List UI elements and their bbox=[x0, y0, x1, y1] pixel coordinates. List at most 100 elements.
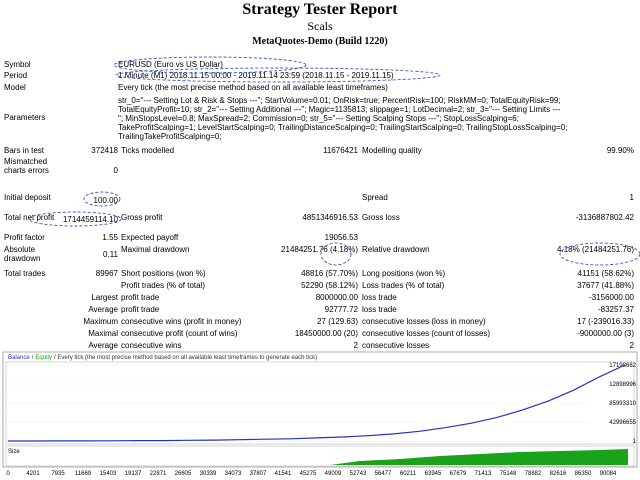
row-label: Parameters bbox=[4, 113, 46, 122]
row-label: consecutive losses (loss in money) bbox=[362, 317, 486, 326]
row-value: 99.90% bbox=[606, 146, 634, 155]
y-tick-label: 12898996 bbox=[609, 382, 636, 388]
x-tick-label: 86350 bbox=[575, 471, 592, 477]
row-value: 92777.72 bbox=[324, 305, 358, 314]
row-value: 89967 bbox=[95, 269, 118, 278]
row-value: -83257.37 bbox=[597, 305, 634, 314]
row-label: Absolute drawdown bbox=[4, 245, 41, 263]
row-label: Initial deposit bbox=[4, 193, 51, 202]
row-label: Gross profit bbox=[121, 213, 163, 222]
row-value: 0.11 bbox=[103, 250, 118, 259]
row-text: 1 Minute (M1) 2018.11.15 00:00 - 2019.11… bbox=[118, 71, 394, 80]
x-tick-label: 49009 bbox=[325, 471, 342, 477]
row-text: EURUSD (Euro vs US Dollar) bbox=[118, 60, 223, 69]
x-tick-label: 7935 bbox=[51, 471, 65, 477]
x-tick-label: 26605 bbox=[175, 471, 192, 477]
row-label: Profit trades (% of total) bbox=[121, 281, 206, 290]
row-value: -3156000.00 bbox=[589, 293, 634, 302]
row-label: Expected payoff bbox=[121, 233, 179, 242]
x-tick-label: 15403 bbox=[100, 471, 117, 477]
x-tick-label: 90084 bbox=[600, 471, 617, 477]
x-tick-label: 75148 bbox=[500, 471, 517, 477]
row-value: 372418 bbox=[91, 146, 118, 155]
legend-item: Equity bbox=[35, 355, 52, 361]
x-tick-label: 4201 bbox=[26, 471, 40, 477]
row-value: 2 bbox=[353, 341, 358, 350]
row-label: Profit factor bbox=[4, 233, 45, 242]
x-tick-label: 34073 bbox=[225, 471, 242, 477]
row-label: Period bbox=[4, 71, 28, 80]
legend-item: / bbox=[32, 355, 34, 361]
x-tick-label: 41541 bbox=[275, 471, 292, 477]
row-value: 1714459114.10 bbox=[62, 215, 118, 224]
x-tick-label: 37807 bbox=[250, 471, 267, 477]
x-tick-label: 22871 bbox=[150, 471, 167, 477]
row-label: Maximum bbox=[83, 317, 118, 326]
row-label: Model bbox=[4, 83, 26, 92]
x-tick-label: 71413 bbox=[475, 471, 492, 477]
row-value: 27 (129.63) bbox=[317, 317, 358, 326]
annotation-ellipses bbox=[28, 56, 640, 266]
y-tick-label: 85993310 bbox=[609, 401, 636, 407]
x-tick-label: 60211 bbox=[400, 471, 417, 477]
annotation-ellipse bbox=[320, 242, 352, 266]
row-label: Total trades bbox=[4, 269, 46, 278]
row-label: Short positions (won %) bbox=[121, 269, 206, 278]
x-tick-label: 82616 bbox=[550, 471, 567, 477]
x-tick-label: 11669 bbox=[75, 471, 92, 477]
row-value: 1 bbox=[629, 193, 634, 202]
row-label: Mismatched charts errors bbox=[4, 157, 49, 175]
row-label: Maximal bbox=[88, 329, 118, 338]
x-tick-label: 52743 bbox=[350, 471, 367, 477]
row-label: Spread bbox=[362, 193, 388, 202]
row-label: loss trade bbox=[362, 305, 397, 314]
row-label: Average bbox=[88, 305, 118, 314]
row-label: consecutive losses bbox=[362, 341, 430, 350]
y-tick-label: 42996655 bbox=[609, 420, 636, 426]
row-value: 17 (-239016.33) bbox=[577, 317, 634, 326]
size-label: Size bbox=[8, 449, 20, 455]
row-label: consecutive profit (count of wins) bbox=[121, 329, 238, 338]
annotation-ellipse bbox=[559, 242, 640, 266]
row-value: 52290 (58.12%) bbox=[301, 281, 358, 290]
row-label: Bars in test bbox=[4, 146, 45, 155]
report-build: MetaQuotes-Demo (Build 1220) bbox=[252, 36, 388, 47]
x-tick-label: 67679 bbox=[450, 471, 467, 477]
annotation-ellipse bbox=[83, 191, 121, 207]
row-label: Modelling quality bbox=[362, 146, 422, 155]
row-label: Relative drawdown bbox=[362, 245, 430, 254]
row-label: Loss trades (% of total) bbox=[362, 281, 445, 290]
row-label: Average bbox=[88, 341, 118, 350]
row-value: -3136887802.42 bbox=[575, 213, 634, 222]
x-tick-label: 78882 bbox=[525, 471, 542, 477]
row-value: 4.18% (21484251.76) bbox=[557, 245, 634, 254]
row-label: loss trade bbox=[362, 293, 397, 302]
row-value: 1.55 bbox=[102, 233, 118, 242]
row-label: consecutive wins bbox=[121, 341, 182, 350]
legend-item: Balance bbox=[8, 355, 30, 361]
x-tick-label: 63945 bbox=[425, 471, 442, 477]
row-label: Maximal drawdown bbox=[121, 245, 190, 254]
report-title: Strategy Tester Report bbox=[242, 1, 398, 18]
parameter-line: str_0="--- Setting Lot & Risk & Stops --… bbox=[118, 96, 561, 105]
row-text: Every tick (the most precise method base… bbox=[118, 83, 388, 92]
row-label: profit trade bbox=[121, 293, 160, 302]
balance-line bbox=[8, 364, 626, 442]
x-tick-label: 45275 bbox=[300, 471, 317, 477]
parameter-line: "; MinStopsLevel=0.8; MaxSpread=2; Commi… bbox=[118, 114, 519, 123]
row-value: 0 bbox=[113, 166, 118, 175]
parameter-line: TotalEquityProfit=10; str_2="--- Setting… bbox=[118, 105, 561, 114]
row-value: 48816 (57.70%) bbox=[301, 269, 358, 278]
row-value: 2 bbox=[629, 341, 634, 350]
row-label: Largest bbox=[91, 293, 118, 302]
size-area bbox=[330, 449, 628, 465]
annotation-ellipse bbox=[113, 56, 307, 74]
y-tick-label: 1 bbox=[633, 439, 637, 445]
parameter-line: TakeProfitScalping=1; LevelStartScalping… bbox=[118, 123, 568, 132]
row-value: 41151 (58.62%) bbox=[577, 269, 634, 278]
row-label: Long positions (won %) bbox=[362, 269, 446, 278]
row-value: 11676421 bbox=[323, 146, 358, 155]
row-value: 18450000.00 (20) bbox=[294, 329, 358, 338]
row-label: Symbol bbox=[4, 60, 31, 69]
